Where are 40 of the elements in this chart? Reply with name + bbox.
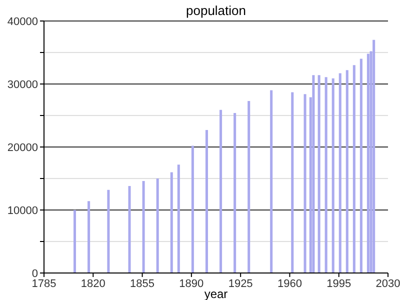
bar [366,54,370,273]
bar [318,75,320,273]
bar [291,92,294,273]
y-tick-label: 20000 [7,142,38,154]
bar [220,110,222,273]
bar [248,101,250,273]
bar [324,77,328,273]
chart-title: population [186,3,246,18]
x-tick-label: 1960 [277,278,302,290]
bar [205,130,208,273]
bar [156,178,159,273]
x-tick-label: 1820 [80,278,106,290]
bar [312,75,315,273]
bar [304,94,306,273]
y-tick-label: 0 [32,268,38,280]
bar [352,65,356,273]
x-tick-label: 1925 [228,278,253,290]
bar [73,210,76,273]
x-tick-label: 1995 [326,278,352,290]
bar [128,186,131,273]
bar [191,146,194,273]
bar [338,73,342,273]
bar [332,78,334,273]
bar [107,190,110,273]
y-tick-label: 40000 [7,16,38,28]
bar [372,40,376,273]
x-tick-label: 1890 [179,278,204,290]
y-tick-label: 10000 [7,204,38,217]
bar [346,70,348,273]
bar [170,172,173,273]
x-tick-label: 2030 [376,278,400,290]
bar [142,181,145,273]
x-tick-label: 1855 [130,278,155,290]
bar [234,112,236,273]
y-tick-label: 30000 [7,78,38,91]
bar [360,58,362,273]
bar [270,90,273,273]
x-tick-label: 1785 [32,278,56,290]
bar [177,164,180,273]
bar [88,201,90,273]
